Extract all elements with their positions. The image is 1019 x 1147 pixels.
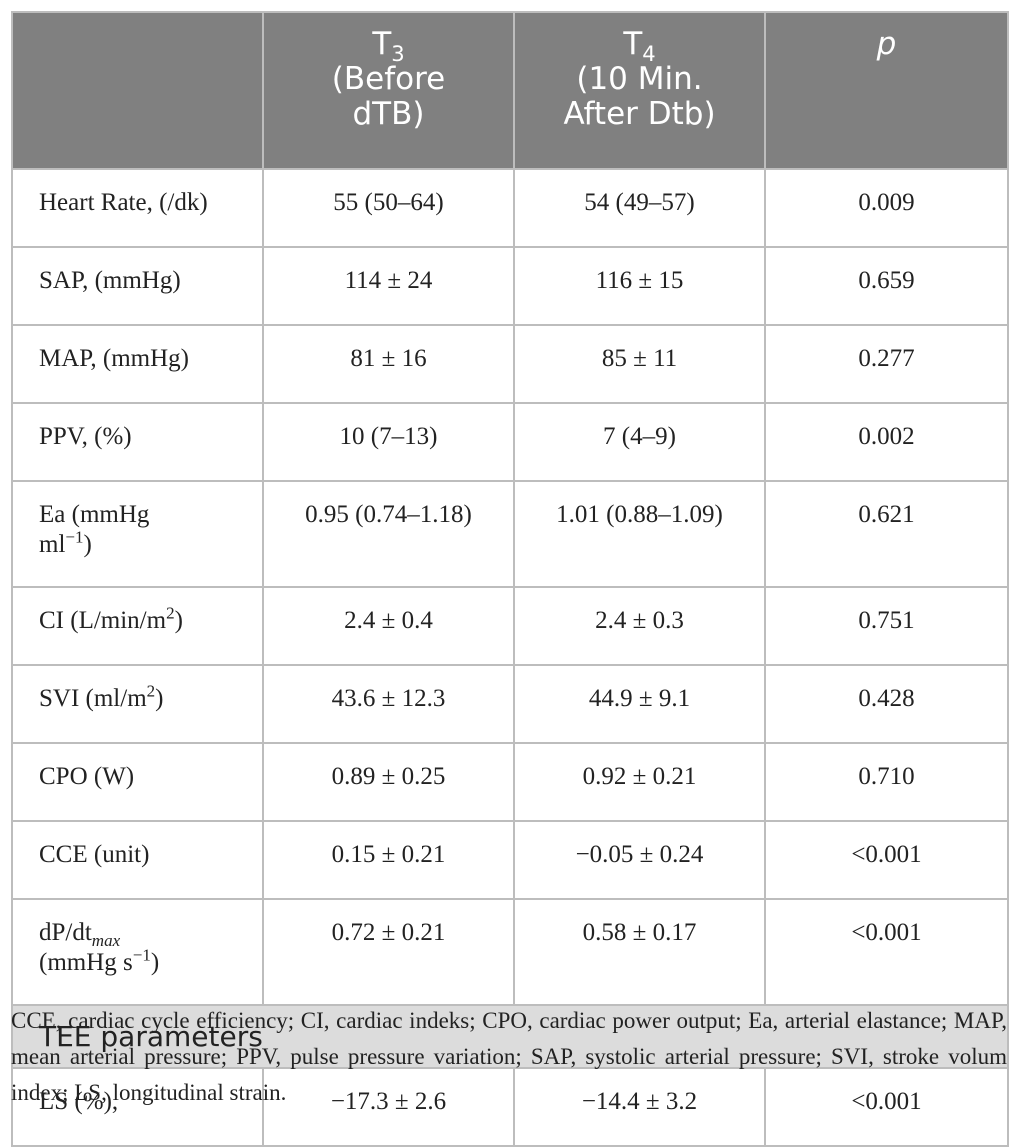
cell-t3: 2.4 ± 0.4 [262,586,515,666]
data-table-container: T3 (Before dTB) T4 (10 Min. After Dtb) p H… [11,11,1009,1147]
cell-t4: 116 ± 15 [513,246,766,326]
table-row: PPV, (%) 10 (7–13) 7 (4–9) 0.002 [11,402,1009,482]
cell-t4: 0.58 ± 0.17 [513,898,766,1006]
cell-t4: 0.92 ± 0.21 [513,742,766,822]
cell-p: 0.659 [764,246,1009,326]
section-header-row: TEE parameters [11,1004,1009,1069]
cell-p: 0.009 [764,168,1009,248]
cell-t3: 0.72 ± 0.21 [262,898,515,1006]
table-row: MAP, (mmHg) 81 ± 16 85 ± 11 0.277 [11,324,1009,404]
table-row: CCE (unit) 0.15 ± 0.21 −0.05 ± 0.24 <0.0… [11,820,1009,900]
header-row: T3 (Before dTB) T4 (10 Min. After Dtb) p [11,11,1009,170]
header-empty [11,11,264,170]
cell-p: 0.751 [764,586,1009,666]
cell-t4: 85 ± 11 [513,324,766,404]
cell-p: 0.002 [764,402,1009,482]
row-label: CI (L/min/m2) [11,586,264,666]
header-p: p [764,11,1009,170]
cell-t3: 55 (50–64) [262,168,515,248]
row-label: dP/dtmax (mmHg s−1) [11,898,264,1006]
row-label: SAP, (mmHg) [11,246,264,326]
row-label: MAP, (mmHg) [11,324,264,404]
header-t4: T4 (10 Min. After Dtb) [513,11,766,170]
cell-t4: 54 (49–57) [513,168,766,248]
table-row: CPO (W) 0.89 ± 0.25 0.92 ± 0.21 0.710 [11,742,1009,822]
cell-p: 0.621 [764,480,1009,588]
cell-t3: 0.89 ± 0.25 [262,742,515,822]
cell-t4: 44.9 ± 9.1 [513,664,766,744]
table-row: SVI (ml/m2) 43.6 ± 12.3 44.9 ± 9.1 0.428 [11,664,1009,744]
row-label: CCE (unit) [11,820,264,900]
cell-p: 0.277 [764,324,1009,404]
table-row: Ea (mmHg ml−1) 0.95 (0.74–1.18) 1.01 (0.8… [11,480,1009,588]
cell-t4: 1.01 (0.88–1.09) [513,480,766,588]
cell-t4: 2.4 ± 0.3 [513,586,766,666]
row-label: SVI (ml/m2) [11,664,264,744]
cell-t4: 7 (4–9) [513,402,766,482]
cell-t3: 0.95 (0.74–1.18) [262,480,515,588]
section-label: TEE parameters [11,1004,1009,1069]
cell-p: 0.428 [764,664,1009,744]
row-label: CPO (W) [11,742,264,822]
cell-t3: 10 (7–13) [262,402,515,482]
row-label: Heart Rate, (/dk) [11,168,264,248]
cell-p: 0.710 [764,742,1009,822]
cell-t3: 114 ± 24 [262,246,515,326]
header-t3: T3 (Before dTB) [262,11,515,170]
cell-p: <0.001 [764,820,1009,900]
table-row: dP/dtmax (mmHg s−1) 0.72 ± 0.21 0.58 ± 0.… [11,898,1009,1006]
table-row: CI (L/min/m2) 2.4 ± 0.4 2.4 ± 0.3 0.751 [11,586,1009,666]
table-footnote: CCE, cardiac cycle efficiency; CI, cardi… [11,1008,1007,1105]
cell-p: <0.001 [764,898,1009,1006]
cell-t3: 0.15 ± 0.21 [262,820,515,900]
hemodynamic-table: T3 (Before dTB) T4 (10 Min. After Dtb) p H… [11,11,1009,1147]
cell-t3: 43.6 ± 12.3 [262,664,515,744]
cell-t3: 81 ± 16 [262,324,515,404]
table-row: SAP, (mmHg) 114 ± 24 116 ± 15 0.659 [11,246,1009,326]
table-row: Heart Rate, (/dk) 55 (50–64) 54 (49–57) … [11,168,1009,248]
row-label: PPV, (%) [11,402,264,482]
row-label: Ea (mmHg ml−1) [11,480,264,588]
cell-t4: −0.05 ± 0.24 [513,820,766,900]
